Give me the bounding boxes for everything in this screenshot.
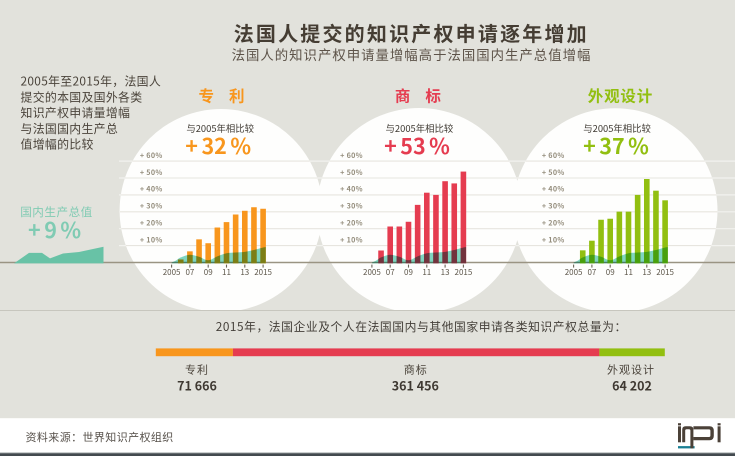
- svg-text:+ 10%: + 10%: [140, 235, 163, 245]
- svg-text:+ 20%: + 20%: [140, 219, 163, 229]
- svg-text:+ 60%: + 60%: [340, 151, 363, 161]
- svg-text:11: 11: [422, 267, 431, 278]
- svg-text:与2005年相比较: 与2005年相比较: [583, 121, 651, 135]
- svg-text:+ 50%: + 50%: [140, 168, 163, 178]
- svg-text:07: 07: [386, 267, 395, 278]
- svg-text:+9%: +9%: [28, 214, 81, 245]
- svg-text:+ 40%: + 40%: [542, 185, 565, 195]
- svg-text:外观设计: 外观设计: [607, 361, 655, 377]
- svg-text:13: 13: [240, 267, 249, 278]
- svg-text:2005: 2005: [363, 267, 381, 278]
- svg-text:+ 10%: + 10%: [542, 235, 565, 245]
- svg-text:2005: 2005: [565, 267, 583, 278]
- svg-text:2005: 2005: [163, 267, 181, 278]
- svg-text:361 456: 361 456: [392, 375, 439, 394]
- svg-text:+ 10%: + 10%: [340, 235, 363, 245]
- svg-text:07: 07: [185, 267, 194, 278]
- svg-text:法国人提交的知识产权申请逐年增加: 法国人提交的知识产权申请逐年增加: [234, 18, 589, 47]
- svg-text:13: 13: [441, 267, 450, 278]
- svg-text:+ 50%: + 50%: [340, 168, 363, 178]
- svg-text:+ 60%: + 60%: [140, 151, 163, 161]
- svg-text:13: 13: [642, 267, 651, 278]
- svg-text:+ 40%: + 40%: [140, 185, 163, 195]
- svg-text:值增幅的比较: 值增幅的比较: [21, 136, 94, 153]
- svg-text:专利: 专利: [185, 361, 209, 377]
- svg-text:+ 20%: + 20%: [340, 219, 363, 229]
- svg-text:+ 60%: + 60%: [542, 151, 565, 161]
- svg-text:2005年至2015年，法国人: 2005年至2015年，法国人: [21, 73, 162, 90]
- svg-text:+ 50%: + 50%: [542, 168, 565, 178]
- svg-text:+37%: +37%: [583, 130, 649, 161]
- svg-text:2015: 2015: [656, 267, 674, 278]
- svg-text:国内生产总值: 国内生产总值: [20, 204, 93, 220]
- svg-text:09: 09: [606, 267, 615, 278]
- svg-text:09: 09: [204, 267, 213, 278]
- svg-text:+ 20%: + 20%: [542, 219, 565, 229]
- svg-text:+ 30%: + 30%: [140, 202, 163, 212]
- svg-text:2015年，法国企业及个人在法国国内与其他国家申请各类知识产: 2015年，法国企业及个人在法国国内与其他国家申请各类知识产权总量为：: [216, 318, 627, 335]
- svg-text:外观设计: 外观设计: [588, 84, 653, 106]
- svg-text:71 666: 71 666: [177, 375, 217, 394]
- svg-text:2015: 2015: [254, 267, 272, 278]
- svg-text:提交的本国及国外各类: 提交的本国及国外各类: [21, 88, 143, 105]
- svg-text:与2005年相比较: 与2005年相比较: [186, 121, 254, 135]
- svg-text:11: 11: [222, 267, 231, 278]
- svg-text:法国人的知识产权申请量增幅高于法国国内生产总值增幅: 法国人的知识产权申请量增幅高于法国国内生产总值增幅: [232, 44, 592, 64]
- svg-text:与2005年相比较: 与2005年相比较: [386, 121, 454, 135]
- svg-text:+ 30%: + 30%: [340, 202, 363, 212]
- svg-text:2015: 2015: [455, 267, 473, 278]
- svg-text:+32%: +32%: [185, 130, 251, 161]
- svg-text:商标: 商标: [395, 84, 456, 106]
- svg-text:07: 07: [587, 267, 596, 278]
- svg-text:商标: 商标: [404, 361, 428, 377]
- svg-text:专利: 专利: [198, 84, 259, 106]
- svg-text:11: 11: [624, 267, 633, 278]
- svg-text:与法国国内生产总: 与法国国内生产总: [21, 120, 119, 137]
- svg-text:+ 30%: + 30%: [542, 202, 565, 212]
- svg-text:64 202: 64 202: [612, 375, 652, 394]
- svg-text:+ 40%: + 40%: [340, 185, 363, 195]
- svg-text:+53%: +53%: [384, 130, 450, 161]
- svg-text:资料来源：世界知识产权组织: 资料来源：世界知识产权组织: [26, 429, 174, 445]
- svg-text:知识产权申请量增幅: 知识产权申请量增幅: [21, 104, 131, 121]
- svg-text:09: 09: [404, 267, 413, 278]
